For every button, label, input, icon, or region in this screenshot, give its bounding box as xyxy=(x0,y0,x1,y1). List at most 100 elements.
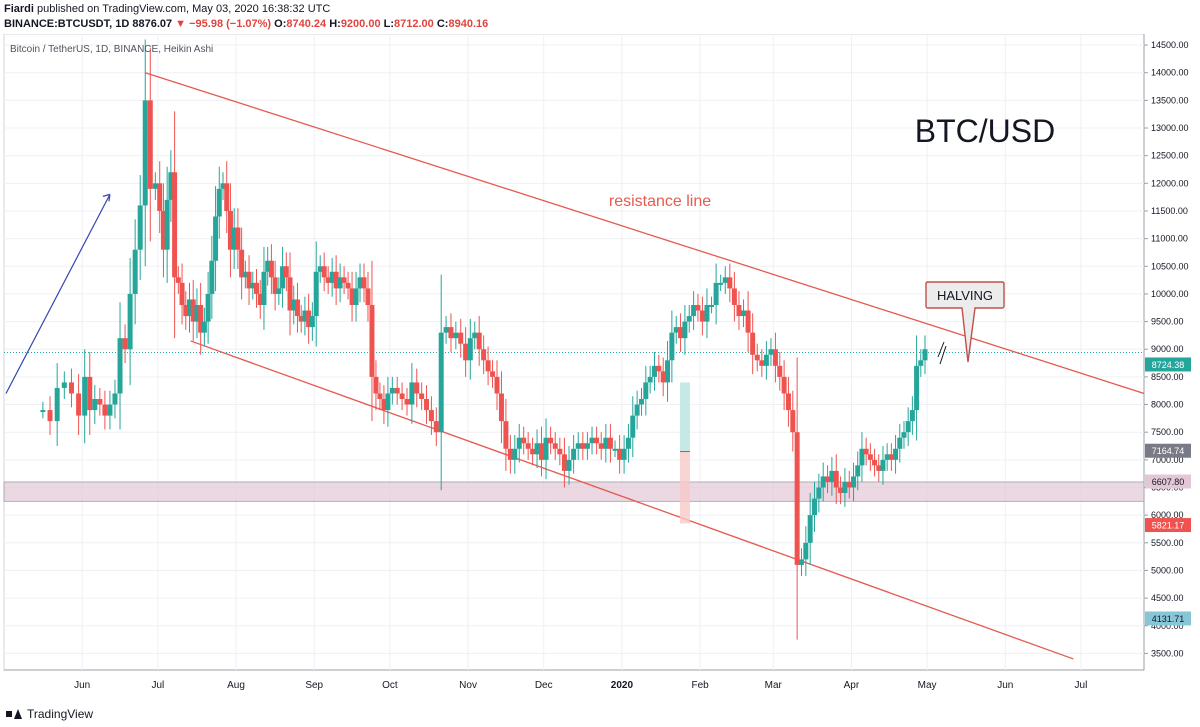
candle-body xyxy=(369,304,375,377)
candle-body xyxy=(87,376,93,411)
candle-body xyxy=(630,415,636,438)
candle-body xyxy=(283,266,289,278)
candle-body xyxy=(772,349,778,366)
candle-body xyxy=(453,332,459,339)
x-tick-label: Jul xyxy=(151,680,164,691)
candle-body xyxy=(472,332,478,339)
candle-body xyxy=(682,321,688,339)
candle-body xyxy=(863,448,869,455)
high-label: H: xyxy=(329,18,341,30)
candle-body xyxy=(722,277,728,283)
candle-body xyxy=(901,432,907,438)
candle-body xyxy=(179,282,185,305)
y-tick-label: 14000.00 xyxy=(1151,68,1189,78)
candle-body xyxy=(566,459,572,471)
candle-body xyxy=(357,277,363,289)
candle-body xyxy=(467,338,473,361)
candle-body xyxy=(880,459,886,471)
footer: TradingView xyxy=(0,702,1200,727)
candle-body xyxy=(47,410,53,422)
price-tag-label: 8724.38 xyxy=(1152,360,1185,370)
y-tick-label: 14500.00 xyxy=(1151,40,1189,50)
candle-body xyxy=(718,282,724,285)
x-axis: Jun Jul Aug Sep Oct Nov Dec 2020 Feb Mar Apr May Jun… xyxy=(4,669,1144,691)
candle-body xyxy=(132,249,138,294)
symbol-info: BINANCE:BTCUSDT, 1D 8876.07 ▼ −95.98 (−1… xyxy=(4,18,488,30)
price-chart[interactable]: 3500.00 4000.00 4500.00 5000.00 5500.00 6000.… xyxy=(0,34,1200,702)
candle-body xyxy=(419,393,425,400)
trend-arrow-line xyxy=(5,194,111,394)
resistance-line xyxy=(145,72,1145,395)
candle-body xyxy=(183,304,189,317)
candle-body xyxy=(276,288,282,294)
candle-body xyxy=(922,349,928,361)
candle-body xyxy=(561,454,567,471)
candle-body xyxy=(859,448,865,466)
candle-body xyxy=(876,465,882,471)
price-tag xyxy=(1145,357,1191,372)
candle-body xyxy=(884,454,890,460)
candle-body xyxy=(754,354,760,361)
price-tag-label: 4131.71 xyxy=(1152,614,1185,624)
candle-body xyxy=(349,288,355,305)
candle-body xyxy=(525,443,531,449)
candle-body xyxy=(691,304,697,317)
candle-body xyxy=(768,349,774,355)
x-tick-label: 2020 xyxy=(611,680,634,691)
x-tick-label: Jun xyxy=(997,680,1013,691)
candle-body xyxy=(777,365,783,377)
x-tick-label: Jun xyxy=(74,680,90,691)
candle-body xyxy=(117,338,123,394)
candle-body xyxy=(625,437,631,449)
candle-body xyxy=(481,349,487,361)
candle-body xyxy=(137,205,143,250)
resistance-line-label: resistance line xyxy=(609,193,711,210)
candle-body xyxy=(580,443,586,449)
candle-body xyxy=(201,321,207,333)
support-zone xyxy=(3,481,1145,502)
candle-body xyxy=(428,410,434,422)
candle-body xyxy=(897,437,903,449)
candle-body xyxy=(530,448,536,455)
candle-body xyxy=(803,542,809,560)
candle-body xyxy=(235,227,241,250)
candle-body xyxy=(250,282,256,289)
candle-body xyxy=(409,382,415,405)
candle-body xyxy=(807,515,813,543)
low-value: 8712.00 xyxy=(394,18,434,30)
candle-body xyxy=(385,393,391,411)
support-line xyxy=(190,340,1074,660)
candle-body xyxy=(377,393,383,400)
tradingview-brand: TradingView xyxy=(27,707,94,721)
y-tick-label: 4500.00 xyxy=(1151,593,1184,603)
y-tick-label: 13500.00 xyxy=(1151,95,1189,105)
candle-body xyxy=(294,299,300,317)
candle-body xyxy=(816,487,822,499)
candle-body xyxy=(333,271,339,289)
candle-body xyxy=(353,288,359,305)
candle-body xyxy=(280,266,286,289)
candle-body xyxy=(365,288,371,305)
price-tag-label: 6607.80 xyxy=(1152,477,1185,487)
candle-body xyxy=(829,470,835,482)
price-tag-label: 7164.74 xyxy=(1152,446,1185,456)
candle-body xyxy=(833,470,839,488)
plot-area xyxy=(3,34,1145,671)
halving-pointer-lines xyxy=(937,341,947,365)
candle-body xyxy=(598,443,604,449)
candle-body xyxy=(888,454,894,460)
tradingview-logo[interactable]: TradingView xyxy=(6,707,93,721)
candle-body xyxy=(458,332,464,344)
author-name[interactable]: Fiardi xyxy=(4,3,34,15)
published-text: published on TradingView.com, May 03, 20… xyxy=(37,3,331,15)
change-arrow-icon: ▼ xyxy=(175,18,187,30)
candle-body xyxy=(785,393,791,411)
candle-body xyxy=(548,437,554,444)
candle-body xyxy=(918,360,924,366)
candle-body xyxy=(157,183,163,211)
candle-body xyxy=(381,399,387,411)
price-tag xyxy=(1145,443,1191,458)
candle-body xyxy=(678,327,684,339)
candle-body xyxy=(142,100,148,206)
candle-body xyxy=(216,188,222,217)
